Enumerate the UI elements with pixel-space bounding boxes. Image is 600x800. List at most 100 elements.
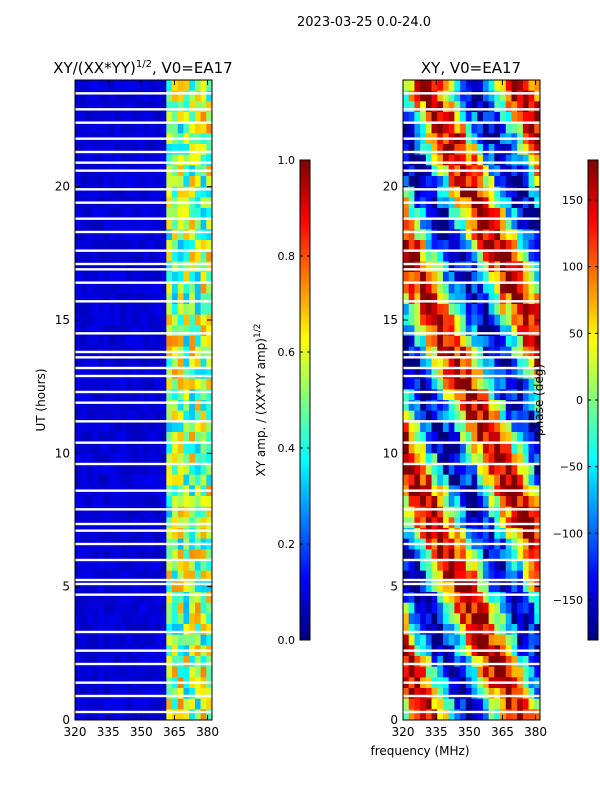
heatmap-cell: [482, 592, 490, 604]
flagged-row: [403, 630, 540, 634]
heatmap-cell: [471, 101, 478, 113]
heatmap-cell: [206, 325, 212, 337]
heatmap-cell: [425, 656, 433, 668]
flagged-row: [75, 230, 212, 234]
heatmap-cell: [471, 432, 478, 444]
heatmap-cell: [517, 186, 524, 198]
heatmap-cell: [437, 549, 444, 561]
heatmap-cell: [137, 378, 144, 390]
heatmap-cell: [465, 389, 472, 401]
heatmap-cell: [137, 432, 144, 444]
heatmap-cell: [177, 698, 184, 710]
heatmap-cell: [143, 506, 150, 518]
heatmap-cell: [505, 229, 512, 241]
heatmap-cell: [166, 304, 173, 316]
heatmap-cell: [126, 432, 133, 444]
heatmap-cell: [448, 400, 455, 412]
heatmap-cell: [414, 624, 421, 636]
heatmap-cell: [143, 410, 150, 422]
heatmap-cell: [448, 261, 455, 273]
heatmap-cell: [414, 272, 421, 284]
heatmap-cell: [149, 453, 156, 465]
heatmap-cell: [488, 474, 495, 486]
heatmap-cell: [505, 442, 512, 454]
flagged-row: [403, 522, 540, 526]
heatmap-cell: [80, 154, 87, 166]
heatmap-cell: [414, 90, 421, 102]
heatmap-cell: [92, 122, 99, 134]
heatmap-cell: [403, 592, 410, 604]
heatmap-cell: [97, 634, 105, 646]
heatmap-cell: [149, 634, 156, 646]
flagged-row: [403, 188, 540, 191]
heatmap-cell: [488, 389, 495, 401]
heatmap-cell: [160, 293, 167, 305]
heatmap-cell: [465, 688, 472, 700]
heatmap-cell: [448, 144, 455, 156]
heatmap-cell: [505, 421, 512, 433]
heatmap-cell: [505, 634, 512, 646]
heatmap-cell: [403, 560, 410, 572]
heatmap-cell: [172, 272, 179, 284]
heatmap-cell: [488, 400, 495, 412]
heatmap-cell: [528, 229, 535, 241]
heatmap-cell: [465, 272, 472, 284]
heatmap-cell: [166, 261, 173, 273]
heatmap-cell: [534, 325, 540, 337]
heatmap-cell: [126, 389, 133, 401]
heatmap-cell: [80, 442, 87, 454]
heatmap-cell: [80, 229, 87, 241]
heatmap-cell: [126, 229, 133, 241]
heatmap-cell: [454, 656, 461, 668]
heatmap-cell: [488, 602, 495, 614]
heatmap-cell: [154, 528, 162, 540]
heatmap-cell: [166, 560, 173, 572]
heatmap-cell: [403, 112, 410, 124]
heatmap-cell: [137, 570, 144, 582]
heatmap-cell: [120, 272, 127, 284]
heatmap-cell: [160, 570, 167, 582]
heatmap-cell: [97, 421, 105, 433]
heatmap-cell: [177, 176, 184, 188]
heatmap-cell: [194, 453, 202, 465]
heatmap-cell: [488, 613, 495, 625]
heatmap-cell: [465, 410, 472, 422]
heatmap-cell: [166, 80, 173, 92]
heatmap-cell: [97, 570, 105, 582]
heatmap-cell: [437, 602, 444, 614]
heatmap-cell: [528, 304, 535, 316]
heatmap-cell: [420, 144, 427, 156]
heatmap-cell: [206, 560, 212, 572]
colorbar-tick-label: 0.4: [278, 442, 296, 455]
heatmap-cell: [505, 261, 512, 273]
heatmap-cell: [103, 154, 110, 166]
heatmap-cell: [465, 325, 472, 337]
heatmap-cell: [431, 282, 438, 294]
heatmap-cell: [80, 688, 87, 700]
heatmap-cell: [114, 400, 122, 412]
heatmap-cell: [172, 496, 179, 508]
heatmap-cell: [120, 325, 127, 337]
heatmap-cell: [114, 293, 122, 305]
heatmap-cell: [408, 634, 415, 646]
heatmap-cell: [505, 496, 512, 508]
heatmap-cell: [149, 592, 156, 604]
heatmap-cell: [143, 304, 150, 316]
heatmap-cell: [200, 432, 207, 444]
heatmap-cell: [403, 442, 410, 454]
heatmap-cell: [408, 560, 415, 572]
heatmap-cell: [109, 613, 116, 625]
heatmap-cell: [403, 613, 410, 625]
heatmap-cell: [194, 101, 202, 113]
heatmap-cell: [97, 474, 105, 486]
heatmap-cell: [425, 560, 433, 572]
heatmap-cell: [460, 314, 467, 326]
heatmap-cell: [511, 80, 518, 92]
heatmap-cell: [414, 528, 421, 540]
heatmap-cell: [189, 314, 196, 326]
heatmap-cell: [448, 122, 455, 134]
heatmap-cell: [482, 421, 490, 433]
heatmap-cell: [460, 656, 467, 668]
heatmap-cell: [431, 442, 438, 454]
heatmap-cell: [511, 624, 518, 636]
